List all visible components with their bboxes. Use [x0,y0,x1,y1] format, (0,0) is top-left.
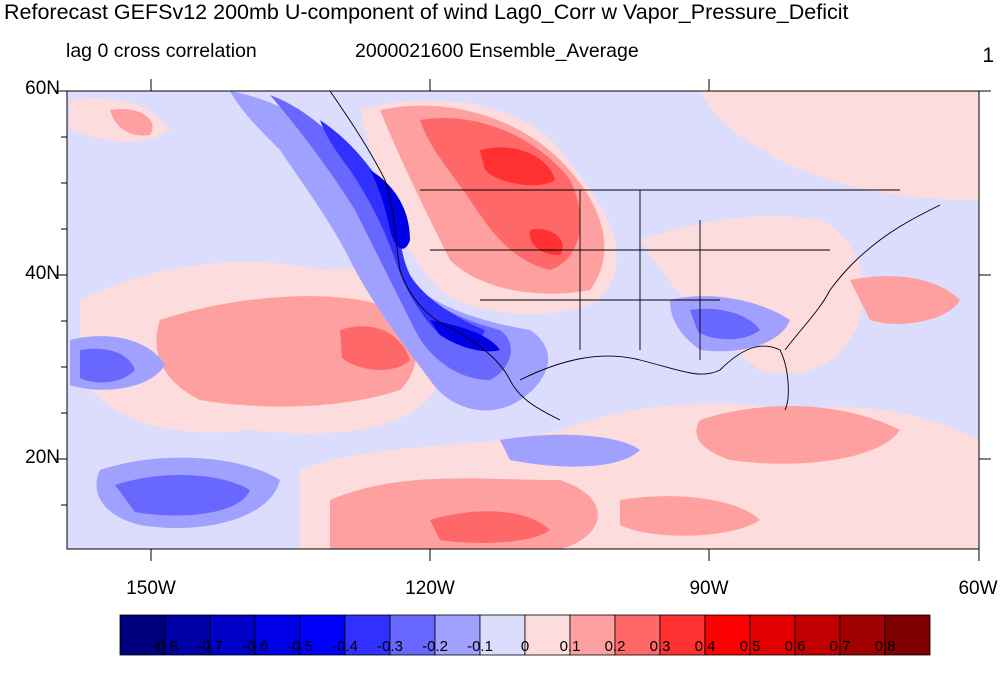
colorbar-tick-label: 0.4 [694,638,716,655]
map-frame [66,90,980,550]
axis-ticks [55,79,991,561]
field-pos-pacific-inner [156,296,417,407]
figure-title: Reforecast GEFSv12 200mb U-component of … [4,0,849,24]
colorbar-swatch [794,614,841,656]
colorbar-swatch [479,614,526,656]
colorbar-swatch [614,614,661,656]
lon-label-150w: 150W [126,578,176,599]
colorbar-tick-label: -0.3 [377,638,403,655]
colorbar-swatch [344,614,391,656]
colorbar-swatch [884,614,931,656]
colorbar-tick-label: -0.4 [332,638,358,655]
colorbar-swatch [119,614,166,656]
colorbar-swatch [569,614,616,656]
colorbar-swatch [704,614,751,656]
coastlines [329,91,941,421]
colorbar-swatch [434,614,481,656]
lat-label-40n: 40N [25,263,60,284]
panel-number: 1 [982,44,994,67]
colorbar-tick-label: 0.5 [739,638,761,655]
colorbar-swatch [254,614,301,656]
colorbar-tick-label: 0.2 [604,638,626,655]
lat-label-20n: 20N [25,447,60,468]
colorbar-swatch [209,614,256,656]
lon-label-90w: 90W [689,578,729,599]
colorbar-swatch [389,614,436,656]
colorbar-tick-label: -0.2 [422,638,448,655]
colorbar-swatch [839,614,886,656]
colorbar-swatch [524,614,571,656]
colorbar-tick-label: -0.6 [242,638,268,655]
colorbar-tick-label: -0.8 [152,638,178,655]
colorbar-swatch [164,614,211,656]
colorbar-swatch [749,614,796,656]
lon-label-60w: 60W [958,578,998,599]
left-subtitle: lag 0 cross correlation [66,40,257,62]
lon-label-120w: 120W [405,578,455,599]
colorbar-tick-label: 0.7 [829,638,851,655]
lat-label-60n: 60N [25,78,60,99]
colorbar-tick-label: -0.7 [197,638,223,655]
colorbar-tick-label: -0.1 [467,638,493,655]
colorbar-tick-label: 0.1 [559,638,581,655]
colorbar-tick-label: 0.6 [784,638,806,655]
colorbar-tick-label: 0.3 [649,638,671,655]
colorbar-tick-label: 0 [520,638,530,655]
correlation-field [67,91,979,549]
colorbar-swatch [659,614,706,656]
colorbar-tick-label: 0.8 [874,638,896,655]
center-subtitle: 2000021600 Ensemble_Average [355,40,639,62]
colorbar [119,614,931,656]
colorbar-tick-label: -0.5 [287,638,313,655]
